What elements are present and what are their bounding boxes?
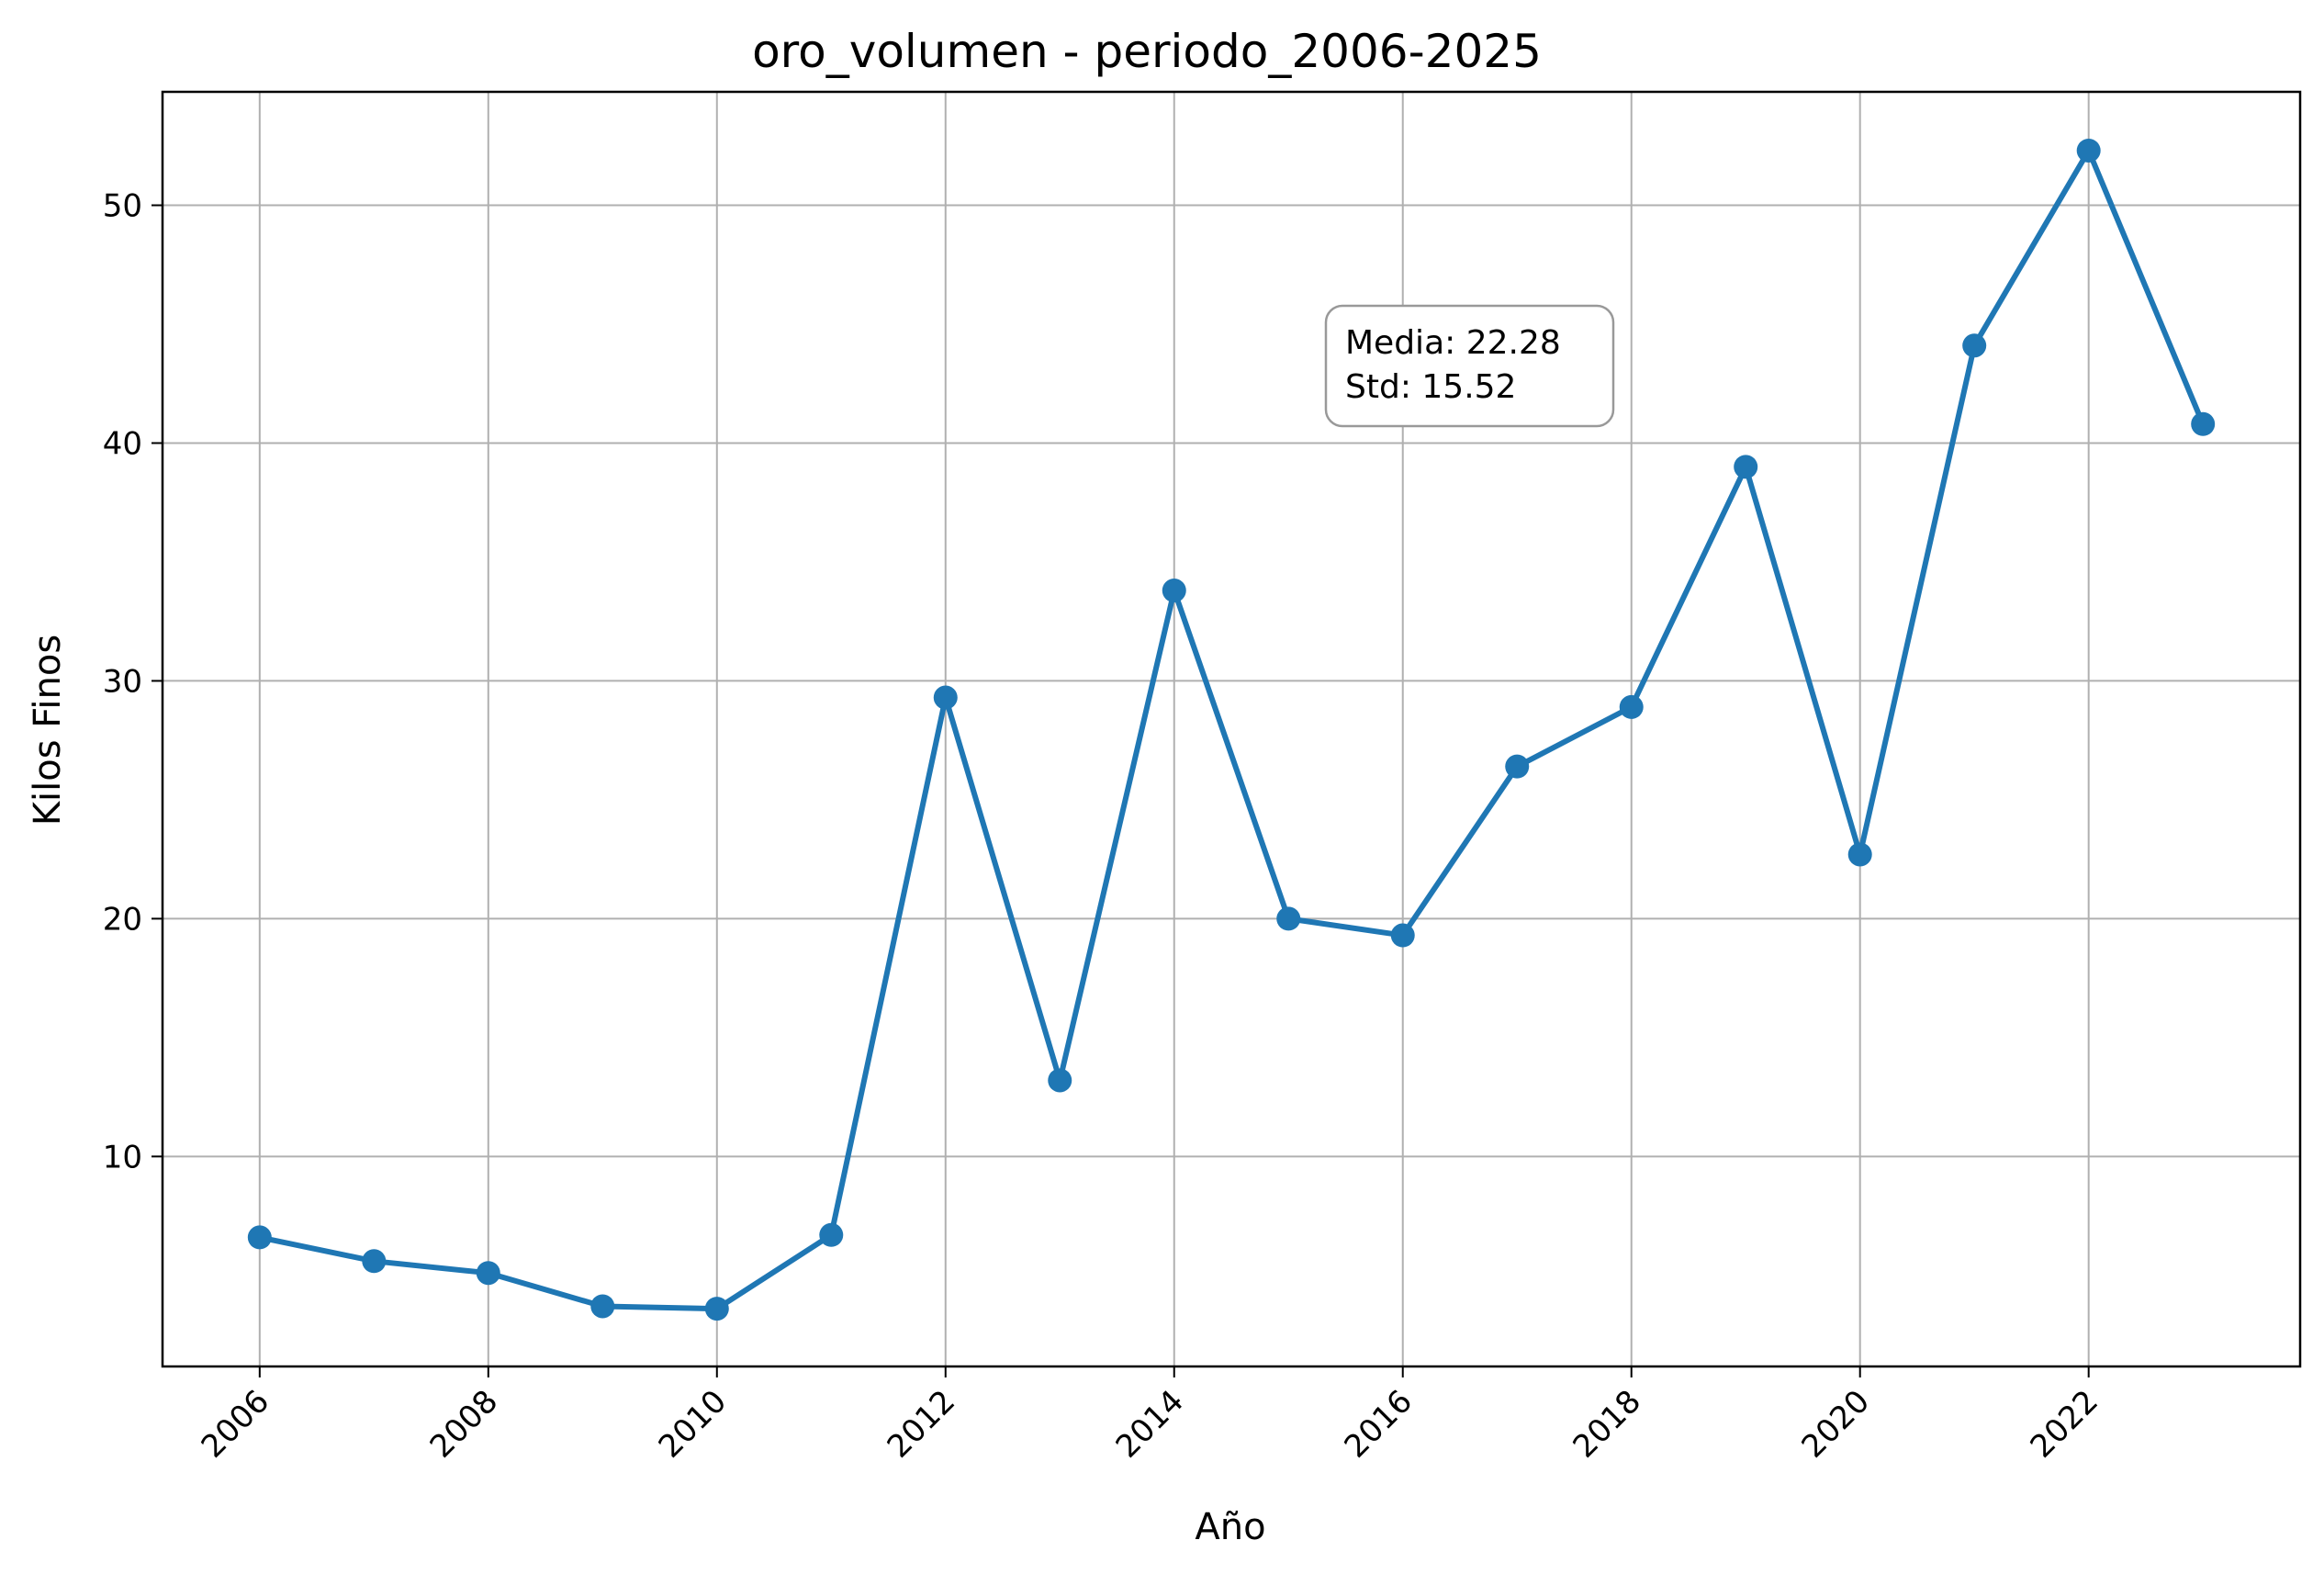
data-point [1734,455,1758,479]
x-axis-ticks: 2006 2008 2010 2012 2014 2016 2018 2020 2022 [195,1366,2105,1466]
x-tick-label: 2020 [1795,1383,1877,1465]
x-tick-label: 2016 [1338,1383,1420,1465]
data-point [2191,411,2216,436]
data-point [1962,333,1987,358]
x-tick-label: 2018 [1566,1383,1648,1465]
data-point [362,1249,387,1274]
data-series [247,138,2216,1321]
data-point [590,1294,615,1319]
data-point [1048,1068,1072,1093]
x-tick-label: 2008 [423,1383,505,1465]
y-tick-label: 20 [103,901,142,938]
y-tick-label: 10 [103,1139,142,1175]
data-point [2076,138,2101,163]
plot-frame [161,90,2302,1368]
x-axis-label: Año [1195,1506,1265,1548]
x-tick-label: 2022 [2024,1383,2105,1465]
x-tick-label: 2010 [652,1383,734,1465]
annotation-mean: Media: 22.28 [1345,324,1561,362]
y-axis-label: Kilos Finos [27,635,69,826]
data-point [247,1225,272,1250]
data-point [1390,923,1415,948]
chart-title: oro_volumen - periodo_2006-2025 [752,25,1542,78]
data-point [819,1222,844,1247]
annotation-std: Std: 15.52 [1345,368,1516,406]
series-line [259,148,2206,1312]
data-point [1847,842,1872,867]
data-point [1276,906,1301,931]
annotation-box [1324,304,1615,428]
y-tick-label: 30 [103,663,142,700]
y-tick-label: 40 [103,425,142,462]
grid-lines [163,92,2300,1366]
stats-annotation: Media: 22.28 Std: 15.52 [1324,304,1615,428]
x-tick-label: 2014 [1109,1383,1191,1465]
x-tick-label: 2012 [881,1383,962,1465]
y-tick-label: 50 [103,188,142,225]
data-point [1162,579,1186,603]
data-point [1619,694,1644,719]
data-point [476,1261,500,1286]
data-point [704,1297,729,1321]
x-tick-label: 2006 [195,1383,276,1465]
y-axis-ticks: 10 20 30 40 50 [103,188,163,1175]
data-point [933,685,958,710]
data-point [1505,754,1530,779]
